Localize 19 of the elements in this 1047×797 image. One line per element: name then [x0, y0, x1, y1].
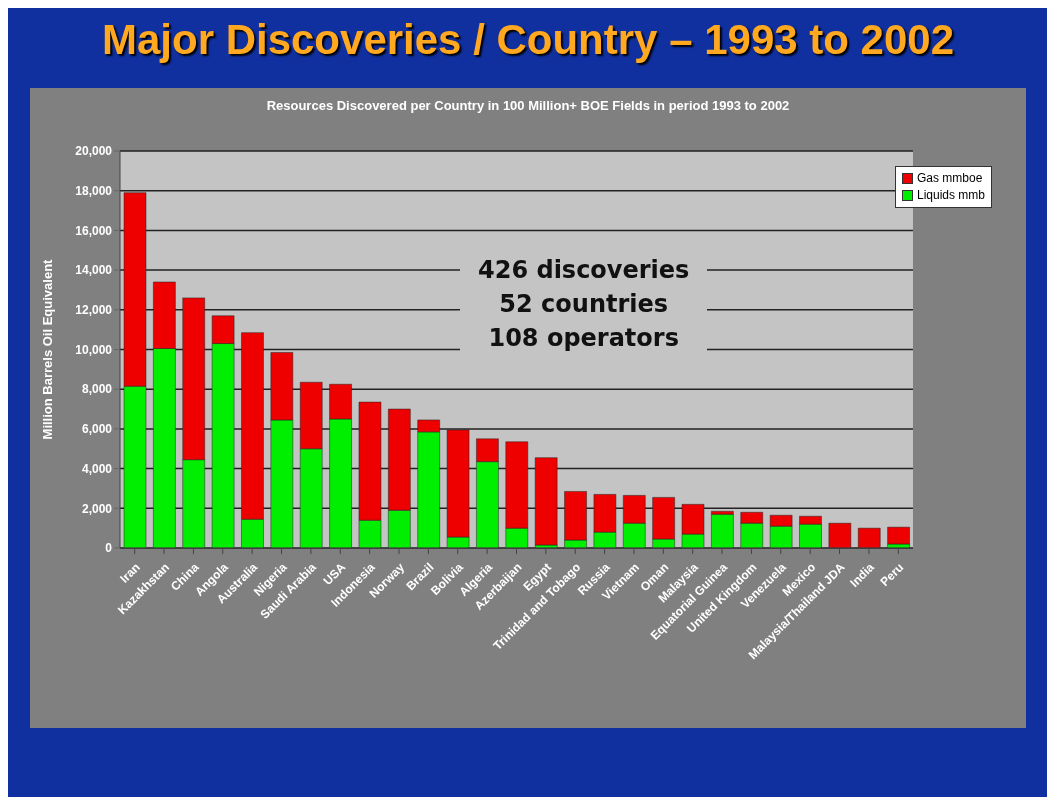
y-tick-label: 18,000 — [75, 183, 113, 198]
legend-label: Liquids mmb — [916, 187, 985, 204]
chart-title: Major Discoveries / Country – 1993 to 2002 — [100, 16, 955, 64]
y-tick-label: 4,000 — [81, 461, 113, 476]
annotation: 52 countries — [498, 289, 670, 320]
legend-label: Gas mmboe — [916, 170, 983, 187]
annotation: 108 operators — [487, 323, 680, 354]
y-tick-label: 0 — [105, 541, 113, 556]
y-tick-label: 10,000 — [75, 342, 113, 357]
y-tick-label: 2,000 — [81, 501, 113, 516]
y-tick-label: 6,000 — [81, 422, 113, 437]
y-tick-label: 12,000 — [75, 303, 113, 318]
y-tick-label: 16,000 — [75, 223, 113, 238]
annotation: 426 discoveries — [478, 255, 690, 286]
y-tick-label: 8,000 — [81, 382, 113, 397]
y-axis-title: Million Barrels Oil Equivalent — [39, 258, 55, 440]
y-tick-label: 14,000 — [75, 263, 113, 278]
y-tick-label: 20,000 — [75, 144, 113, 159]
chart-subtitle: Resources Discovered per Country in 100 Million+ BOE Fields in period 1993 to 2002 — [265, 98, 791, 113]
